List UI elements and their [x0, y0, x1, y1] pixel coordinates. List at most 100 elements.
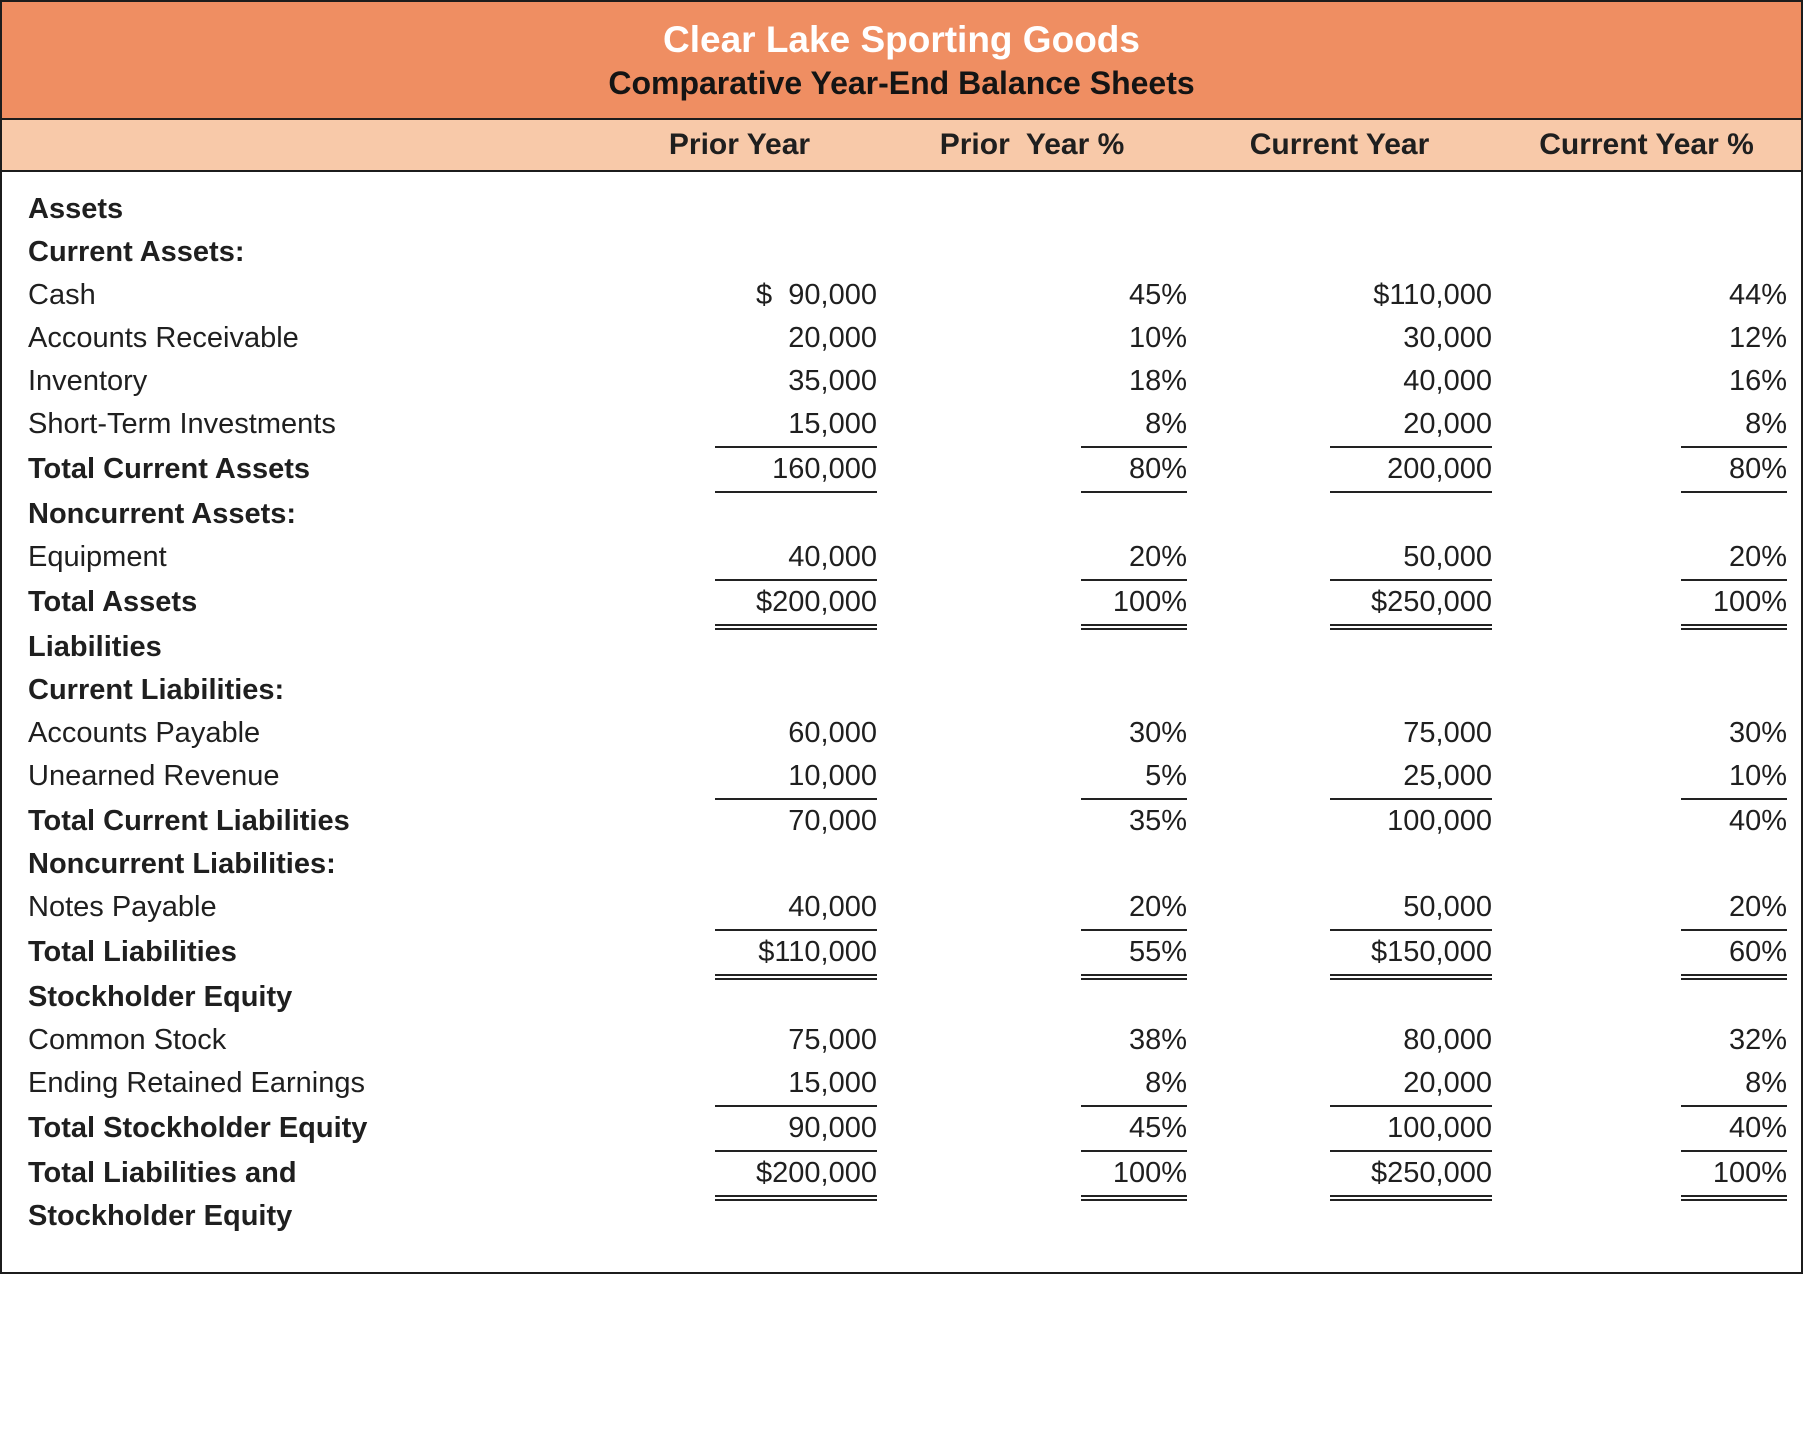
- prior-year-value: $200,000: [715, 581, 877, 630]
- current-year-pct-value: 44%: [1728, 278, 1787, 311]
- prior-year-cell: [602, 669, 877, 712]
- row-label: Stockholder Equity: [28, 980, 293, 1013]
- current-year-value: $150,000: [1330, 931, 1492, 980]
- table-body: Assets Current Assets: Cash $ 90,000 45%…: [2, 172, 1801, 1272]
- prior-year-cell: [602, 626, 877, 669]
- current-year-value: 50,000: [1330, 886, 1492, 931]
- prior-year-value: 160,000: [715, 448, 877, 493]
- row-label: Total Stockholder Equity: [28, 1111, 368, 1144]
- current-year-value: 75,000: [1403, 716, 1492, 749]
- prior-year-pct-cell: 30%: [877, 712, 1187, 755]
- prior-year-pct-value: 80%: [1081, 448, 1187, 493]
- prior-year-cell: 40,000: [602, 886, 877, 931]
- current-year-pct-value: 100%: [1681, 1152, 1787, 1201]
- table-row: Total Assets $200,000 100% $250,000 100%: [2, 581, 1801, 630]
- table-row: Noncurrent Assets:: [2, 493, 1801, 536]
- current-year-cell: 30,000: [1187, 317, 1492, 360]
- company-name: Clear Lake Sporting Goods: [663, 19, 1140, 60]
- current-year-cell: 100,000: [1187, 1107, 1492, 1152]
- prior-year-pct-value: 10%: [1128, 321, 1187, 354]
- row-label: Common Stock: [28, 1023, 227, 1056]
- table-row: Accounts Payable 60,000 30% 75,000 30%: [2, 712, 1801, 755]
- prior-year-pct-value: 55%: [1081, 931, 1187, 980]
- balance-sheet: Clear Lake Sporting Goods Comparative Ye…: [0, 0, 1803, 1274]
- column-header-prior-year-pct: Prior Year %: [939, 127, 1125, 161]
- prior-year-cell: $110,000: [602, 931, 877, 980]
- prior-year-pct-value: 45%: [1081, 1107, 1187, 1152]
- current-year-cell: $250,000: [1187, 1152, 1492, 1238]
- current-year-pct-value: 60%: [1681, 931, 1787, 980]
- current-year-pct-cell: 60%: [1492, 931, 1801, 980]
- current-year-pct-cell: 20%: [1492, 536, 1801, 581]
- prior-year-cell: [602, 493, 877, 536]
- table-row: Unearned Revenue 10,000 5% 25,000 10%: [2, 755, 1801, 800]
- current-year-cell: 20,000: [1187, 1062, 1492, 1107]
- table-row: Common Stock 75,000 38% 80,000 32%: [2, 1019, 1801, 1062]
- prior-year-value: 40,000: [715, 536, 877, 581]
- current-year-cell: [1187, 669, 1492, 712]
- prior-year-value: 90,000: [715, 1107, 877, 1152]
- current-year-value: 40,000: [1403, 364, 1492, 397]
- column-header-row: Prior Year Prior Year % Current Year Cur…: [2, 117, 1801, 172]
- column-header-current-year-pct: Current Year %: [1539, 127, 1754, 161]
- table-row: Current Assets:: [2, 231, 1801, 274]
- prior-year-pct-cell: 20%: [877, 536, 1187, 581]
- table-row: Noncurrent Liabilities:: [2, 843, 1801, 886]
- current-year-cell: [1187, 626, 1492, 669]
- current-year-pct-cell: [1492, 669, 1801, 712]
- prior-year-cell: [602, 976, 877, 1019]
- current-year-pct-cell: 40%: [1492, 1107, 1801, 1152]
- current-year-value: $250,000: [1330, 581, 1492, 630]
- current-year-pct-cell: 12%: [1492, 317, 1801, 360]
- prior-year-pct-cell: 20%: [877, 886, 1187, 931]
- current-year-pct-value: 80%: [1681, 448, 1787, 493]
- prior-year-value: 60,000: [788, 716, 877, 749]
- current-year-value: 50,000: [1330, 536, 1492, 581]
- row-label: Inventory: [28, 364, 148, 397]
- prior-year-pct-cell: 45%: [877, 274, 1187, 317]
- prior-year-pct-value: 8%: [1081, 403, 1187, 448]
- row-label: Total Liabilities: [28, 935, 237, 968]
- current-year-pct-cell: [1492, 843, 1801, 886]
- prior-year-value: 75,000: [788, 1023, 877, 1056]
- current-year-pct-cell: 10%: [1492, 755, 1801, 800]
- table-row: Current Liabilities:: [2, 669, 1801, 712]
- table-row: Total Stockholder Equity 90,000 45% 100,…: [2, 1107, 1801, 1152]
- row-label: Current Liabilities:: [28, 673, 285, 706]
- row-label: Current Assets:: [28, 235, 245, 268]
- prior-year-pct-cell: 45%: [877, 1107, 1187, 1152]
- current-year-pct-cell: 80%: [1492, 448, 1801, 493]
- row-label: Noncurrent Liabilities:: [28, 847, 336, 880]
- current-year-pct-cell: 16%: [1492, 360, 1801, 403]
- table-row: Equipment 40,000 20% 50,000 20%: [2, 536, 1801, 581]
- prior-year-pct-cell: 55%: [877, 931, 1187, 980]
- table-row: Inventory 35,000 18% 40,000 16%: [2, 360, 1801, 403]
- current-year-cell: 50,000: [1187, 886, 1492, 931]
- report-title: Comparative Year-End Balance Sheets: [608, 65, 1195, 102]
- table-row: Short-Term Investments 15,000 8% 20,000 …: [2, 403, 1801, 448]
- current-year-pct-cell: 32%: [1492, 1019, 1801, 1062]
- prior-year-pct-cell: [877, 188, 1187, 231]
- prior-year-pct-cell: [877, 626, 1187, 669]
- current-year-pct-cell: 30%: [1492, 712, 1801, 755]
- prior-year-cell: [602, 231, 877, 274]
- prior-year-cell: [602, 188, 877, 231]
- column-header-current-year: Current Year: [1249, 127, 1430, 161]
- current-year-value: $250,000: [1330, 1152, 1492, 1201]
- prior-year-value: 20,000: [788, 321, 877, 354]
- current-year-value: 100,000: [1330, 1107, 1492, 1152]
- prior-year-cell: $200,000: [602, 581, 877, 630]
- prior-year-pct-cell: 35%: [877, 800, 1187, 843]
- row-label: Total Current Liabilities: [28, 804, 350, 837]
- current-year-cell: 75,000: [1187, 712, 1492, 755]
- title-band: Clear Lake Sporting Goods Comparative Ye…: [2, 2, 1801, 118]
- column-header-spacer: [2, 128, 602, 162]
- table-row: Assets: [2, 188, 1801, 231]
- current-year-cell: 50,000: [1187, 536, 1492, 581]
- current-year-cell: 100,000: [1187, 800, 1492, 843]
- current-year-cell: 80,000: [1187, 1019, 1492, 1062]
- current-year-cell: 25,000: [1187, 755, 1492, 800]
- current-year-cell: [1187, 493, 1492, 536]
- prior-year-value: 15,000: [715, 1062, 877, 1107]
- prior-year-pct-cell: 10%: [877, 317, 1187, 360]
